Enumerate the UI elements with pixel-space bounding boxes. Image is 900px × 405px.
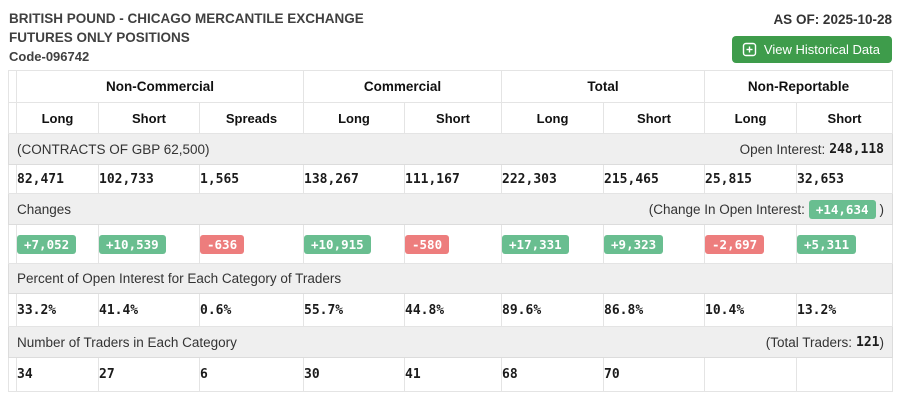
col-nc-spreads: Spreads [199, 102, 304, 134]
traders-nc-short: 27 [98, 357, 200, 392]
stub-cell [8, 70, 17, 103]
change-c-short: -580 [405, 234, 450, 254]
changes-label-row: Changes (Change In Open Interest: +14,63… [7, 193, 894, 225]
pct-nc-long: 33.2% [16, 293, 99, 327]
stub-cell [8, 102, 17, 134]
traders-t-long: 68 [501, 357, 605, 392]
report-title: BRITISH POUND - CHICAGO MERCANTILE EXCHA… [9, 11, 364, 26]
traders-row: 34 27 6 30 41 68 70 [8, 357, 894, 392]
pct-nr-short: 13.2% [796, 293, 894, 327]
report-subtitle: FUTURES ONLY POSITIONS [9, 30, 190, 45]
traders-t-short: 70 [603, 357, 706, 392]
change-nc-long: +7,052 [17, 234, 77, 254]
traders-c-short: 41 [403, 357, 503, 392]
open-interest-value: 248,118 [829, 141, 885, 157]
view-historical-data-label: View Historical Data [763, 42, 880, 57]
contracts-label: (CONTRACTS OF GBP 62,500) [17, 141, 210, 157]
change-nc-short: +10,539 [99, 234, 166, 254]
col-c-short: Short [403, 102, 503, 134]
report-header-right: AS OF: 2025-10-28 View Historical Data [731, 9, 892, 66]
report-code: Code-096742 [9, 49, 90, 64]
group-non-commercial: Non-Commercial [16, 70, 304, 103]
traders-nc-long: 34 [16, 357, 99, 392]
report-title-block: BRITISH POUND - CHICAGO MERCANTILE EXCHA… [9, 9, 364, 66]
traders-nr-short [796, 357, 894, 392]
pct-t-short: 86.8% [603, 293, 706, 327]
positions-nr-short: 32,653 [796, 164, 894, 194]
pct-nc-short: 41.4% [98, 293, 200, 327]
open-interest-label: Open Interest: [739, 141, 826, 157]
group-non-reportable: Non-Reportable [704, 70, 894, 103]
total-traders-value: 121 [856, 334, 880, 350]
pct-c-short: 44.8% [403, 293, 503, 327]
col-t-long: Long [501, 102, 605, 134]
change-oi-prefix: (Change In Open Interest: [648, 201, 805, 217]
traders-label: Number of Traders in Each Category [17, 334, 237, 350]
changes-row: +7,052 +10,539 -636 +10,915 -580 +17,331… [8, 224, 894, 264]
view-historical-data-button[interactable]: View Historical Data [731, 36, 892, 63]
positions-nc-short: 102,733 [98, 164, 200, 194]
traders-nc-spreads: 6 [199, 357, 304, 392]
col-t-short: Short [603, 102, 706, 134]
stub-cell [8, 357, 17, 392]
traders-label-row: Number of Traders in Each Category (Tota… [7, 326, 894, 358]
group-commercial: Commercial [302, 70, 503, 103]
calendar-plus-icon [742, 42, 757, 57]
contracts-label-row: (CONTRACTS OF GBP 62,500) Open Interest:… [7, 133, 894, 165]
pct-nr-long: 10.4% [704, 293, 798, 327]
positions-nr-long: 25,815 [704, 164, 798, 194]
positions-nc-long: 82,471 [16, 164, 99, 194]
positions-c-long: 138,267 [303, 164, 405, 194]
change-nr-long: -2,697 [705, 234, 765, 254]
col-nc-short: Short [98, 102, 200, 134]
total-traders-prefix: (Total Traders: [765, 334, 853, 350]
change-nr-short: +5,311 [797, 234, 857, 254]
positions-row: 82,471 102,733 1,565 138,267 111,167 222… [8, 164, 894, 194]
total-traders-suffix: ) [879, 334, 885, 350]
traders-nr-long [704, 357, 798, 392]
as-of-date: AS OF: 2025-10-28 [773, 12, 892, 27]
change-t-long: +17,331 [502, 234, 569, 254]
traders-c-long: 30 [303, 357, 405, 392]
col-nr-long: Long [704, 102, 798, 134]
percent-label-row: Percent of Open Interest for Each Catego… [7, 263, 894, 294]
col-nr-short: Short [796, 102, 894, 134]
pct-t-long: 89.6% [501, 293, 605, 327]
col-c-long: Long [303, 102, 405, 134]
positions-t-short: 215,465 [603, 164, 706, 194]
report-header: BRITISH POUND - CHICAGO MERCANTILE EXCHA… [0, 0, 900, 70]
change-oi-badge: +14,634 [808, 199, 876, 219]
pct-nc-spreads: 0.6% [199, 293, 304, 327]
percent-row: 33.2% 41.4% 0.6% 55.7% 44.8% 89.6% 86.8%… [8, 293, 894, 327]
positions-nc-spreads: 1,565 [199, 164, 304, 194]
change-c-long: +10,915 [304, 234, 371, 254]
col-nc-long: Long [16, 102, 99, 134]
stub-cell [8, 164, 17, 194]
changes-label: Changes [17, 201, 72, 217]
stub-cell [8, 293, 17, 327]
cot-positions-table: Non-Commercial Commercial Total Non-Repo… [7, 70, 894, 392]
pct-c-long: 55.7% [303, 293, 405, 327]
change-nc-spreads: -636 [200, 234, 245, 254]
positions-c-short: 111,167 [403, 164, 503, 194]
column-header-row: Long Short Spreads Long Short Long Short… [8, 102, 894, 134]
group-header-row: Non-Commercial Commercial Total Non-Repo… [8, 70, 894, 103]
change-t-short: +9,323 [604, 234, 664, 254]
percent-label: Percent of Open Interest for Each Catego… [17, 271, 342, 286]
stub-cell [8, 224, 17, 264]
group-total: Total [501, 70, 706, 103]
change-oi-suffix: ) [879, 201, 885, 217]
positions-t-long: 222,303 [501, 164, 605, 194]
